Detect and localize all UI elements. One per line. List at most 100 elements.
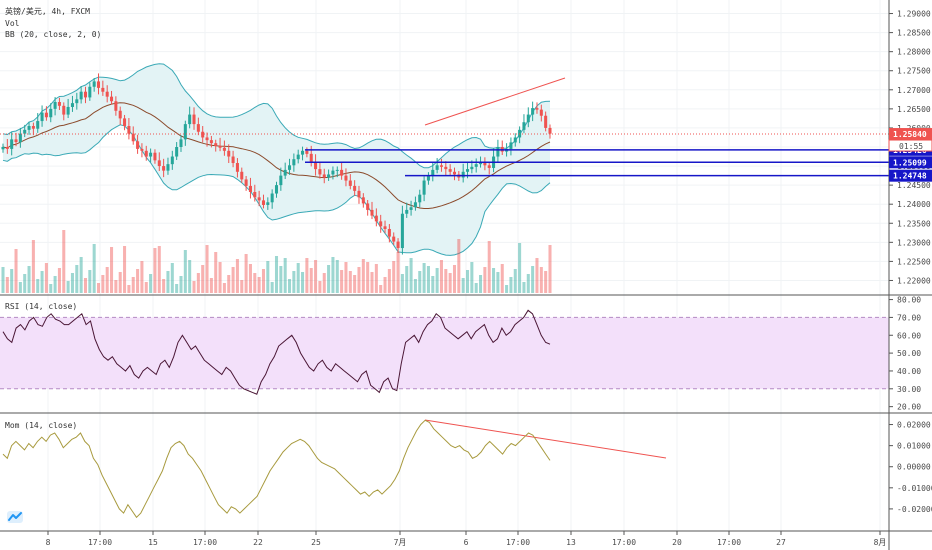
volume-bar xyxy=(218,262,222,293)
volume-bar xyxy=(383,277,387,293)
volume-bar xyxy=(110,247,114,293)
volume-bar xyxy=(435,268,439,293)
volume-bar xyxy=(283,258,287,293)
momentum-axis[interactable]: 0.02000 0.01000 0.00000 -0.01000 -0.02000 xyxy=(889,421,932,514)
candle-body xyxy=(183,124,187,140)
candle-body xyxy=(214,143,218,146)
trend-lines[interactable] xyxy=(424,77,667,459)
volume-bar xyxy=(409,258,413,293)
price-axis[interactable]: 1.29000 1.28500 1.28000 1.27500 1.27000 1.265… xyxy=(888,10,932,286)
volume-bar xyxy=(183,250,187,293)
volume-bar xyxy=(335,260,339,293)
rsi-tick-label: 60.00 xyxy=(897,331,921,340)
candle-body xyxy=(461,171,465,178)
volume-bar xyxy=(535,258,539,293)
time-tick-label: 13 xyxy=(566,538,576,547)
volume-bar xyxy=(253,273,257,293)
volume-bar xyxy=(144,282,148,293)
volume-bar xyxy=(274,256,279,293)
momentum-tick-label: -0.02000 xyxy=(897,505,932,514)
volume-bar xyxy=(149,274,153,293)
volume-bar xyxy=(548,245,552,293)
candle-body xyxy=(205,137,209,141)
rsi-line xyxy=(2,309,551,395)
candle-body xyxy=(483,161,487,166)
time-axis[interactable]: 8 17:00 15 17:00 22 25 7月 6 17:00 13 17:00 20 17:00 2… xyxy=(46,531,887,547)
volume-bar xyxy=(270,282,274,293)
rsi-tick-label: 20.00 xyxy=(897,403,921,412)
candle-body xyxy=(79,91,83,100)
rsi-pane[interactable] xyxy=(0,309,889,395)
volume-bar xyxy=(479,275,483,293)
volume-bar xyxy=(505,285,509,293)
candle-body xyxy=(400,213,404,249)
candle-body xyxy=(270,193,274,203)
candle-body xyxy=(439,165,443,167)
candle-body xyxy=(318,169,322,175)
volume-bar xyxy=(266,261,270,293)
candle-body xyxy=(140,148,144,151)
volume-bar xyxy=(405,266,409,293)
volume-bar xyxy=(301,272,305,293)
volume-bar xyxy=(118,272,122,293)
candle-body xyxy=(10,139,14,149)
volume-bar xyxy=(331,257,335,293)
candle-body xyxy=(418,194,422,203)
volume-bar xyxy=(457,239,461,293)
candle-body xyxy=(522,122,526,130)
candle-body xyxy=(348,180,352,186)
volume-bar xyxy=(75,265,79,293)
trend-line-momentum[interactable] xyxy=(424,419,667,459)
current-price-label: 1.25840 xyxy=(893,130,927,139)
volume-bar xyxy=(27,266,31,293)
countdown-tag xyxy=(888,139,932,152)
trend-line-price[interactable] xyxy=(424,77,566,126)
time-tick-label: 17:00 xyxy=(717,538,741,547)
candle-body xyxy=(361,197,365,204)
rsi-band-fill xyxy=(0,317,889,389)
volume-bar xyxy=(66,281,70,293)
volume-bar xyxy=(422,263,426,293)
rsi-axis[interactable]: 80.00 70.00 60.00 50.00 40.00 30.00 20.00 xyxy=(889,296,921,412)
volume-bar xyxy=(461,278,465,293)
volume-bar xyxy=(309,268,313,293)
candle-body xyxy=(105,91,109,97)
candle-body xyxy=(18,133,22,143)
candle-body xyxy=(474,164,478,167)
candle-body xyxy=(218,145,222,148)
volume-bar xyxy=(348,271,352,293)
volume-bar xyxy=(539,267,543,293)
volume-bar xyxy=(448,273,452,293)
volume-bar xyxy=(57,268,61,293)
time-tick-label: 17:00 xyxy=(193,538,217,547)
time-tick-label: 25 xyxy=(311,538,321,547)
candle-body xyxy=(5,147,9,149)
horizontal-levels[interactable] xyxy=(0,133,889,177)
volume-bar xyxy=(188,260,192,293)
tradingview-logo-icon[interactable] xyxy=(7,511,23,523)
volume-bar xyxy=(418,271,422,293)
candle-body xyxy=(66,106,70,115)
bb-fill xyxy=(3,63,550,256)
candle-body xyxy=(83,91,88,98)
candle-body xyxy=(40,112,44,122)
rsi-tick-label: 30.00 xyxy=(897,385,921,394)
volume-legend: Vol xyxy=(5,19,20,28)
candle-body xyxy=(370,209,374,216)
candle-body xyxy=(136,141,140,149)
candle-body xyxy=(257,197,261,201)
momentum-pane[interactable] xyxy=(2,419,551,519)
time-tick-label: 17:00 xyxy=(88,538,112,547)
volume-bar xyxy=(526,274,530,293)
time-tick-label: 20 xyxy=(672,538,682,547)
candle-body xyxy=(496,147,500,157)
volume-bar xyxy=(322,273,326,293)
candle-body xyxy=(435,165,439,170)
candle-body xyxy=(149,152,153,157)
candle-body xyxy=(374,215,378,222)
volume-bar xyxy=(127,285,131,293)
price-tick-label: 1.23000 xyxy=(897,238,931,247)
volume-bar xyxy=(379,285,383,293)
volume-bar xyxy=(201,265,205,293)
